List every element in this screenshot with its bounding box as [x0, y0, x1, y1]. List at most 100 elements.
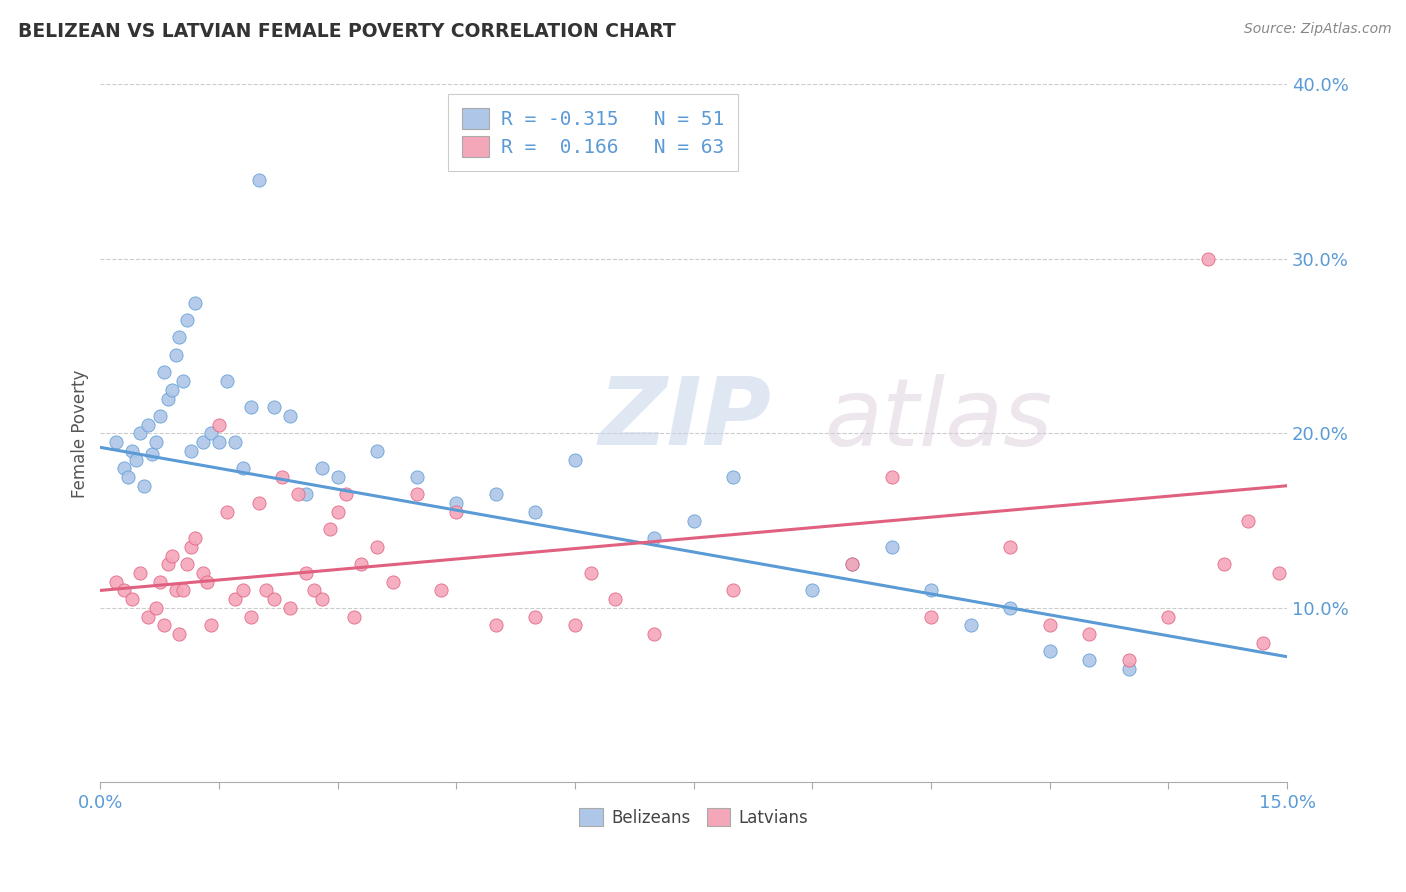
Point: [342, 609, 364, 624]
Point: [263, 592, 285, 607]
Point: [129, 426, 152, 441]
Point: [1118, 653, 1140, 667]
Point: [156, 558, 179, 572]
Point: [311, 592, 333, 607]
Point: [278, 600, 301, 615]
Point: [193, 566, 215, 580]
Point: [382, 574, 405, 589]
Point: [172, 374, 194, 388]
Point: [319, 522, 342, 536]
Point: [1078, 627, 1101, 641]
Point: [524, 609, 547, 624]
Point: [564, 618, 586, 632]
Point: [208, 417, 231, 432]
Point: [224, 435, 246, 450]
Point: [841, 558, 863, 572]
Point: [1157, 609, 1180, 624]
Point: [129, 566, 152, 580]
Point: [1197, 252, 1219, 266]
Point: [145, 435, 167, 450]
Point: [1078, 653, 1101, 667]
Point: [208, 435, 231, 450]
Point: [117, 470, 139, 484]
Point: [429, 583, 451, 598]
Y-axis label: Female Poverty: Female Poverty: [72, 369, 89, 498]
Point: [184, 295, 207, 310]
Point: [643, 627, 665, 641]
Point: [1039, 644, 1062, 658]
Point: [165, 348, 187, 362]
Point: [149, 409, 172, 423]
Point: [1212, 558, 1234, 572]
Point: [105, 574, 128, 589]
Text: atlas: atlas: [824, 374, 1053, 465]
Point: [152, 365, 174, 379]
Point: [326, 470, 349, 484]
Point: [1039, 618, 1062, 632]
Text: BELIZEAN VS LATVIAN FEMALE POVERTY CORRELATION CHART: BELIZEAN VS LATVIAN FEMALE POVERTY CORRE…: [18, 22, 676, 41]
Point: [1236, 514, 1258, 528]
Point: [112, 461, 135, 475]
Point: [446, 496, 468, 510]
Point: [801, 583, 824, 598]
Point: [1268, 566, 1291, 580]
Point: [841, 558, 863, 572]
Point: [366, 540, 388, 554]
Point: [121, 592, 143, 607]
Point: [169, 330, 191, 344]
Point: [723, 470, 745, 484]
Point: [145, 600, 167, 615]
Point: [1118, 662, 1140, 676]
Point: [366, 443, 388, 458]
Point: [485, 487, 508, 501]
Point: [880, 540, 903, 554]
Point: [180, 443, 202, 458]
Point: [247, 173, 270, 187]
Point: [136, 417, 159, 432]
Point: [136, 609, 159, 624]
Point: [485, 618, 508, 632]
Point: [295, 566, 318, 580]
Point: [200, 618, 222, 632]
Point: [350, 558, 373, 572]
Point: [247, 496, 270, 510]
Point: [405, 487, 427, 501]
Point: [176, 558, 198, 572]
Point: [180, 540, 202, 554]
Point: [326, 505, 349, 519]
Point: [959, 618, 981, 632]
Point: [682, 514, 704, 528]
Point: [271, 470, 294, 484]
Point: [105, 435, 128, 450]
Point: [880, 470, 903, 484]
Text: ZIP: ZIP: [599, 374, 772, 466]
Point: [193, 435, 215, 450]
Point: [141, 447, 163, 461]
Point: [200, 426, 222, 441]
Point: [998, 600, 1021, 615]
Point: [524, 505, 547, 519]
Point: [121, 443, 143, 458]
Point: [920, 583, 942, 598]
Point: [149, 574, 172, 589]
Point: [446, 505, 468, 519]
Point: [184, 531, 207, 545]
Point: [564, 452, 586, 467]
Point: [302, 583, 325, 598]
Point: [112, 583, 135, 598]
Point: [215, 505, 238, 519]
Point: [165, 583, 187, 598]
Point: [579, 566, 602, 580]
Point: [156, 392, 179, 406]
Point: [160, 383, 183, 397]
Point: [176, 313, 198, 327]
Point: [239, 609, 262, 624]
Point: [256, 583, 278, 598]
Legend: Belizeans, Latvians: Belizeans, Latvians: [572, 801, 815, 833]
Point: [172, 583, 194, 598]
Point: [263, 401, 285, 415]
Text: Source: ZipAtlas.com: Source: ZipAtlas.com: [1244, 22, 1392, 37]
Point: [920, 609, 942, 624]
Point: [335, 487, 357, 501]
Point: [603, 592, 626, 607]
